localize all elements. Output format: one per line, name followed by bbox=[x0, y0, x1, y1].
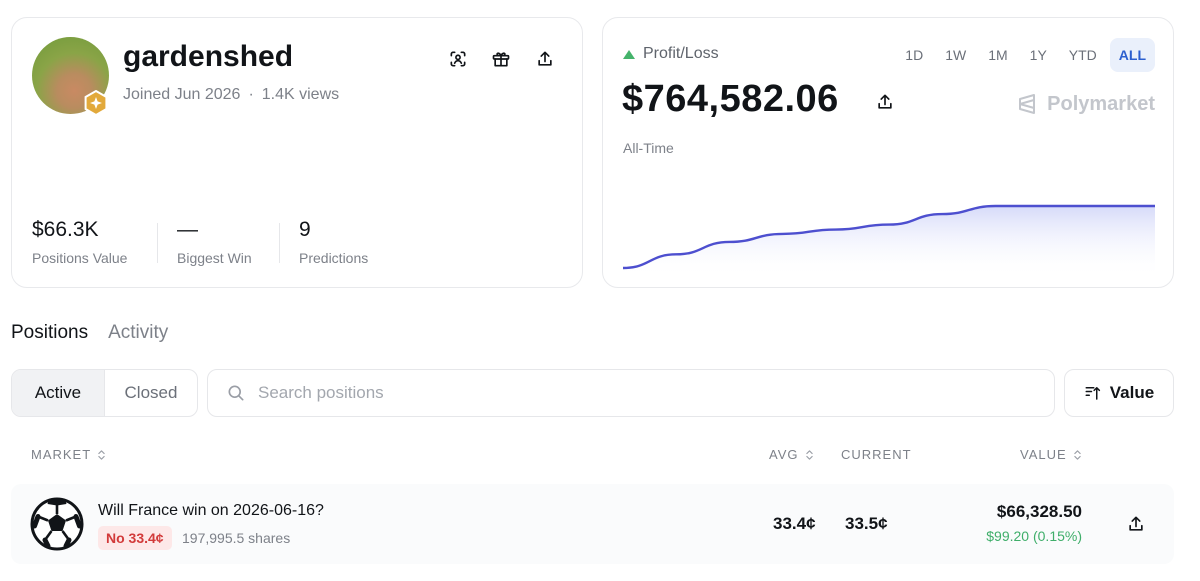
market-title[interactable]: Will France win on 2026-06-16? bbox=[98, 502, 324, 519]
timeframe-1d[interactable]: 1D bbox=[905, 47, 924, 63]
pnl-value: $764,582.06 bbox=[622, 78, 839, 120]
meta-separator: · bbox=[248, 86, 254, 103]
sort-icon bbox=[1085, 387, 1100, 400]
timeframe-1w[interactable]: 1W bbox=[945, 47, 967, 63]
view-count: 1.4K views bbox=[261, 86, 340, 103]
stat-value: 9 bbox=[299, 218, 311, 241]
status-segmented-control: Active Closed bbox=[11, 369, 198, 417]
timeframe-all[interactable]: ALL bbox=[1109, 38, 1155, 72]
timeframe-1m[interactable]: 1M bbox=[988, 47, 1008, 63]
pnl-card: Profit/Loss 1D 1W 1M 1Y YTD ALL $764,582… bbox=[602, 17, 1174, 288]
stat-value: — bbox=[177, 218, 198, 241]
share-icon bbox=[1129, 516, 1143, 531]
column-header-label: CURRENT bbox=[841, 447, 912, 462]
gift-button[interactable] bbox=[488, 46, 514, 72]
search-box bbox=[207, 369, 1055, 417]
column-header-label: MARKET bbox=[31, 447, 92, 462]
share-pnl-button[interactable] bbox=[875, 92, 895, 112]
sort-toggle-icon bbox=[98, 449, 105, 460]
scan-icon bbox=[450, 51, 466, 67]
stat-label: Predictions bbox=[299, 250, 369, 266]
stat-biggest-win: — Biggest Win bbox=[177, 218, 252, 266]
sort-toggle-icon bbox=[805, 449, 813, 460]
stat-positions-value: $66.3K Positions Value bbox=[32, 218, 127, 266]
column-header-value[interactable]: VALUE bbox=[1020, 447, 1082, 462]
column-header-label: AVG bbox=[769, 447, 799, 462]
shares-count: 197,995.5 shares bbox=[182, 530, 291, 546]
soccer-ball-icon bbox=[30, 497, 84, 551]
stat-label: Positions Value bbox=[32, 250, 128, 266]
joined-date: Joined Jun 2026 bbox=[123, 86, 241, 103]
verified-badge-icon bbox=[84, 90, 108, 116]
position-value: $66,328.50 bbox=[996, 502, 1082, 521]
pnl-label-text: Profit/Loss bbox=[643, 45, 719, 62]
profile-card: gardenshed Joined Jun 2026 · 1.4K views $6… bbox=[11, 17, 583, 288]
avg-price: 33.4¢ bbox=[773, 514, 816, 533]
trend-up-icon bbox=[623, 49, 635, 59]
column-header-label: VALUE bbox=[1020, 447, 1067, 462]
pnl-range-label: All-Time bbox=[623, 140, 674, 156]
pnl-chart bbox=[623, 204, 1155, 278]
column-header-market[interactable]: MARKET bbox=[31, 447, 106, 462]
sort-button[interactable]: Value bbox=[1064, 369, 1174, 417]
pnl-label: Profit/Loss bbox=[623, 45, 719, 63]
stat-divider bbox=[157, 223, 158, 263]
brand: Polymarket bbox=[1015, 92, 1155, 116]
stat-value: $66.3K bbox=[32, 218, 99, 241]
search-icon bbox=[228, 385, 244, 401]
search-input[interactable] bbox=[258, 383, 958, 403]
profile-meta: Joined Jun 2026 · 1.4K views bbox=[123, 86, 339, 104]
sort-label: Value bbox=[1109, 383, 1155, 402]
segment-active[interactable]: Active bbox=[12, 370, 104, 416]
brand-name: Polymarket bbox=[1047, 92, 1155, 115]
chart-series-line bbox=[623, 204, 1155, 270]
positions-tabs: Positions Activity bbox=[11, 322, 168, 344]
tab-activity[interactable]: Activity bbox=[108, 322, 169, 343]
timeframe-selector: 1D 1W 1M 1Y YTD ALL bbox=[896, 38, 1155, 72]
timeframe-1y[interactable]: 1Y bbox=[1029, 47, 1047, 63]
scan-button[interactable] bbox=[445, 46, 471, 72]
current-price: 33.5¢ bbox=[845, 514, 888, 533]
outcome-badge: No 33.4¢ bbox=[98, 526, 172, 550]
share-profile-button[interactable] bbox=[532, 46, 558, 72]
share-position-button[interactable] bbox=[1126, 514, 1146, 534]
polymarket-logo-icon bbox=[1019, 94, 1036, 114]
stat-label: Biggest Win bbox=[177, 250, 252, 266]
column-header-current: CURRENT bbox=[841, 447, 912, 462]
share-icon bbox=[878, 94, 892, 109]
stat-divider bbox=[279, 223, 280, 263]
position-pnl: $99.20 (0.15%) bbox=[986, 528, 1082, 544]
gift-icon bbox=[492, 52, 510, 67]
table-row[interactable]: Will France win on 2026-06-16? No 33.4¢ … bbox=[11, 484, 1174, 564]
timeframe-ytd[interactable]: YTD bbox=[1068, 47, 1097, 63]
share-icon bbox=[538, 51, 552, 66]
sort-toggle-icon bbox=[1073, 449, 1081, 460]
username: gardenshed bbox=[123, 40, 294, 73]
segment-closed[interactable]: Closed bbox=[104, 370, 197, 416]
tab-positions[interactable]: Positions bbox=[11, 322, 89, 343]
column-header-avg[interactable]: AVG bbox=[769, 447, 814, 462]
stat-predictions: 9 Predictions bbox=[299, 218, 368, 266]
chart-area-fill bbox=[623, 206, 1155, 278]
